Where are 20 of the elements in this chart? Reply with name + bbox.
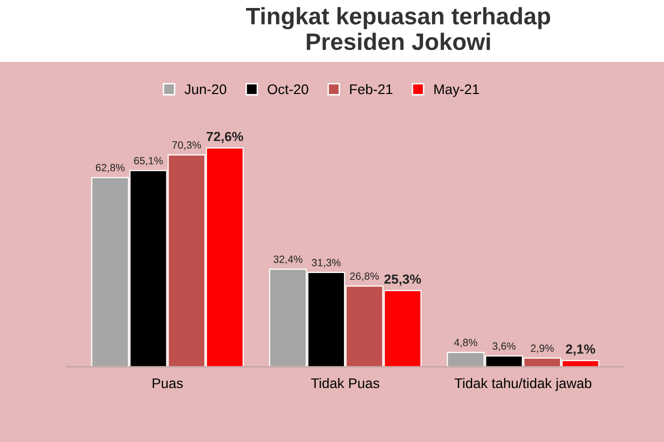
legend-label: Oct-20 — [268, 84, 308, 94]
data-label: 2,9% — [530, 344, 554, 354]
data-label: 2,1% — [566, 344, 596, 356]
data-label: 3,6% — [492, 342, 516, 352]
data-label: 62,8% — [96, 164, 125, 173]
data-label: 26,8% — [350, 272, 379, 282]
data-label: 31,3% — [312, 258, 341, 268]
data-label: 32,4% — [274, 256, 302, 264]
x-tick-label: Tidak tahu/tidak jawab — [454, 378, 592, 391]
data-label: 70,3% — [172, 141, 201, 150]
x-tick-label: Tidak Puas — [311, 378, 380, 388]
data-label: 25,3% — [384, 274, 421, 286]
legend-label: May-21 — [434, 84, 479, 97]
legend-label: Feb-21 — [350, 84, 392, 94]
data-label: 72,6% — [206, 132, 244, 144]
legend-label: Jun-20 — [184, 84, 226, 94]
data-label: 65,1% — [134, 156, 163, 166]
data-label: 4,8% — [454, 338, 478, 348]
x-tick-label: Puas — [152, 378, 183, 388]
chart-title: Tingkat kepuasan terhadap Presiden Jokowi — [246, 7, 550, 50]
